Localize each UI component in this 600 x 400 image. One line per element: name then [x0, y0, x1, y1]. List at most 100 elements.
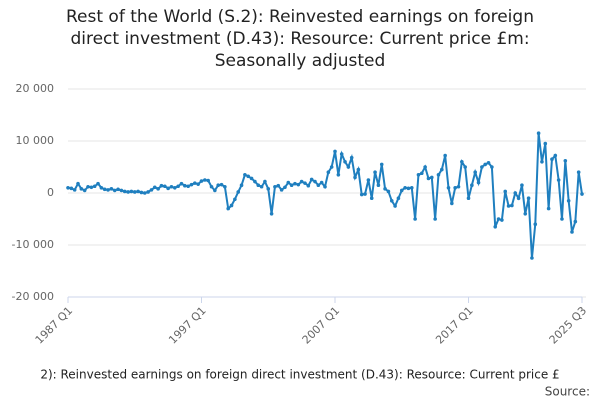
data-point	[580, 192, 584, 196]
data-point	[79, 187, 84, 191]
x-tick-label: 2007 Q1	[300, 304, 343, 347]
x-tick-label: 2017 Q1	[433, 304, 476, 347]
data-point	[503, 189, 508, 194]
data-point	[286, 180, 291, 185]
data-point	[383, 187, 387, 191]
data-point	[266, 187, 271, 191]
data-point	[510, 203, 514, 208]
data-point	[566, 199, 571, 203]
data-point	[86, 184, 90, 189]
data-point	[413, 217, 417, 221]
data-point	[399, 188, 404, 193]
data-point	[159, 183, 164, 188]
data-point	[516, 196, 521, 200]
data-point	[389, 199, 394, 203]
data-point	[523, 212, 528, 216]
data-point	[546, 206, 551, 211]
data-point	[189, 182, 194, 187]
data-point	[356, 167, 361, 172]
data-point	[416, 173, 421, 177]
data-point	[460, 160, 464, 164]
data-point	[316, 183, 321, 187]
data-point	[156, 187, 160, 191]
data-point	[369, 196, 374, 200]
data-point	[373, 170, 377, 174]
data-point	[339, 152, 344, 156]
data-point	[129, 189, 134, 194]
data-point	[453, 186, 457, 190]
data-point	[430, 175, 434, 180]
data-point	[306, 183, 311, 188]
data-point	[406, 186, 411, 191]
data-point	[299, 179, 304, 184]
data-point	[169, 184, 174, 189]
data-point	[493, 225, 498, 229]
chart-title: Rest of the World (S.2): Reinvested earn…	[66, 7, 534, 71]
data-point	[553, 153, 558, 158]
data-point	[206, 178, 210, 183]
data-point	[176, 184, 180, 189]
data-point	[480, 165, 484, 169]
data-point	[543, 141, 548, 146]
data-point	[196, 182, 200, 186]
data-point	[530, 256, 534, 260]
data-point	[500, 218, 504, 222]
data-point	[446, 186, 451, 190]
x-tick-label: 2025 Q3	[547, 304, 590, 347]
data-point	[162, 184, 167, 189]
data-point	[323, 184, 327, 189]
data-point	[363, 192, 367, 196]
data-point	[379, 162, 384, 167]
data-point	[276, 183, 281, 188]
data-point	[69, 186, 74, 191]
data-point	[102, 187, 107, 192]
data-point	[246, 174, 251, 179]
data-point	[343, 160, 347, 164]
data-point	[236, 190, 241, 194]
y-tick-label: 10 000	[16, 134, 55, 147]
data-point	[239, 183, 244, 187]
data-point	[296, 182, 301, 187]
data-point	[403, 186, 407, 190]
data-point	[89, 185, 94, 190]
data-point	[333, 149, 337, 154]
data-point	[329, 165, 334, 169]
data-point	[193, 181, 197, 185]
data-point	[186, 184, 190, 189]
data-point	[166, 186, 170, 191]
data-point	[483, 162, 488, 167]
data-point	[473, 170, 477, 174]
data-point	[349, 155, 354, 160]
data-point	[506, 204, 511, 208]
data-point	[326, 170, 331, 174]
data-point	[136, 189, 140, 194]
data-point	[556, 178, 561, 182]
data-point	[273, 184, 277, 189]
data-point	[293, 181, 297, 186]
data-point	[219, 182, 224, 187]
data-point	[353, 175, 357, 180]
data-point	[119, 188, 124, 193]
x-tick-label: 1987 Q1	[33, 304, 76, 347]
data-point	[146, 190, 150, 194]
data-point	[203, 178, 207, 182]
data-point	[183, 183, 187, 188]
data-point	[216, 183, 220, 187]
data-point	[226, 206, 231, 211]
data-point	[573, 219, 578, 224]
data-point	[513, 191, 518, 195]
data-point	[152, 185, 157, 190]
data-point	[526, 196, 531, 200]
data-point	[173, 186, 177, 190]
data-point	[540, 160, 544, 164]
data-point	[550, 157, 554, 161]
data-point	[366, 178, 371, 182]
data-point	[319, 180, 324, 185]
data-point	[536, 131, 541, 135]
data-point	[249, 176, 254, 181]
data-point	[223, 184, 227, 189]
data-point	[386, 189, 391, 194]
data-point	[229, 203, 234, 208]
data-point	[476, 180, 481, 185]
